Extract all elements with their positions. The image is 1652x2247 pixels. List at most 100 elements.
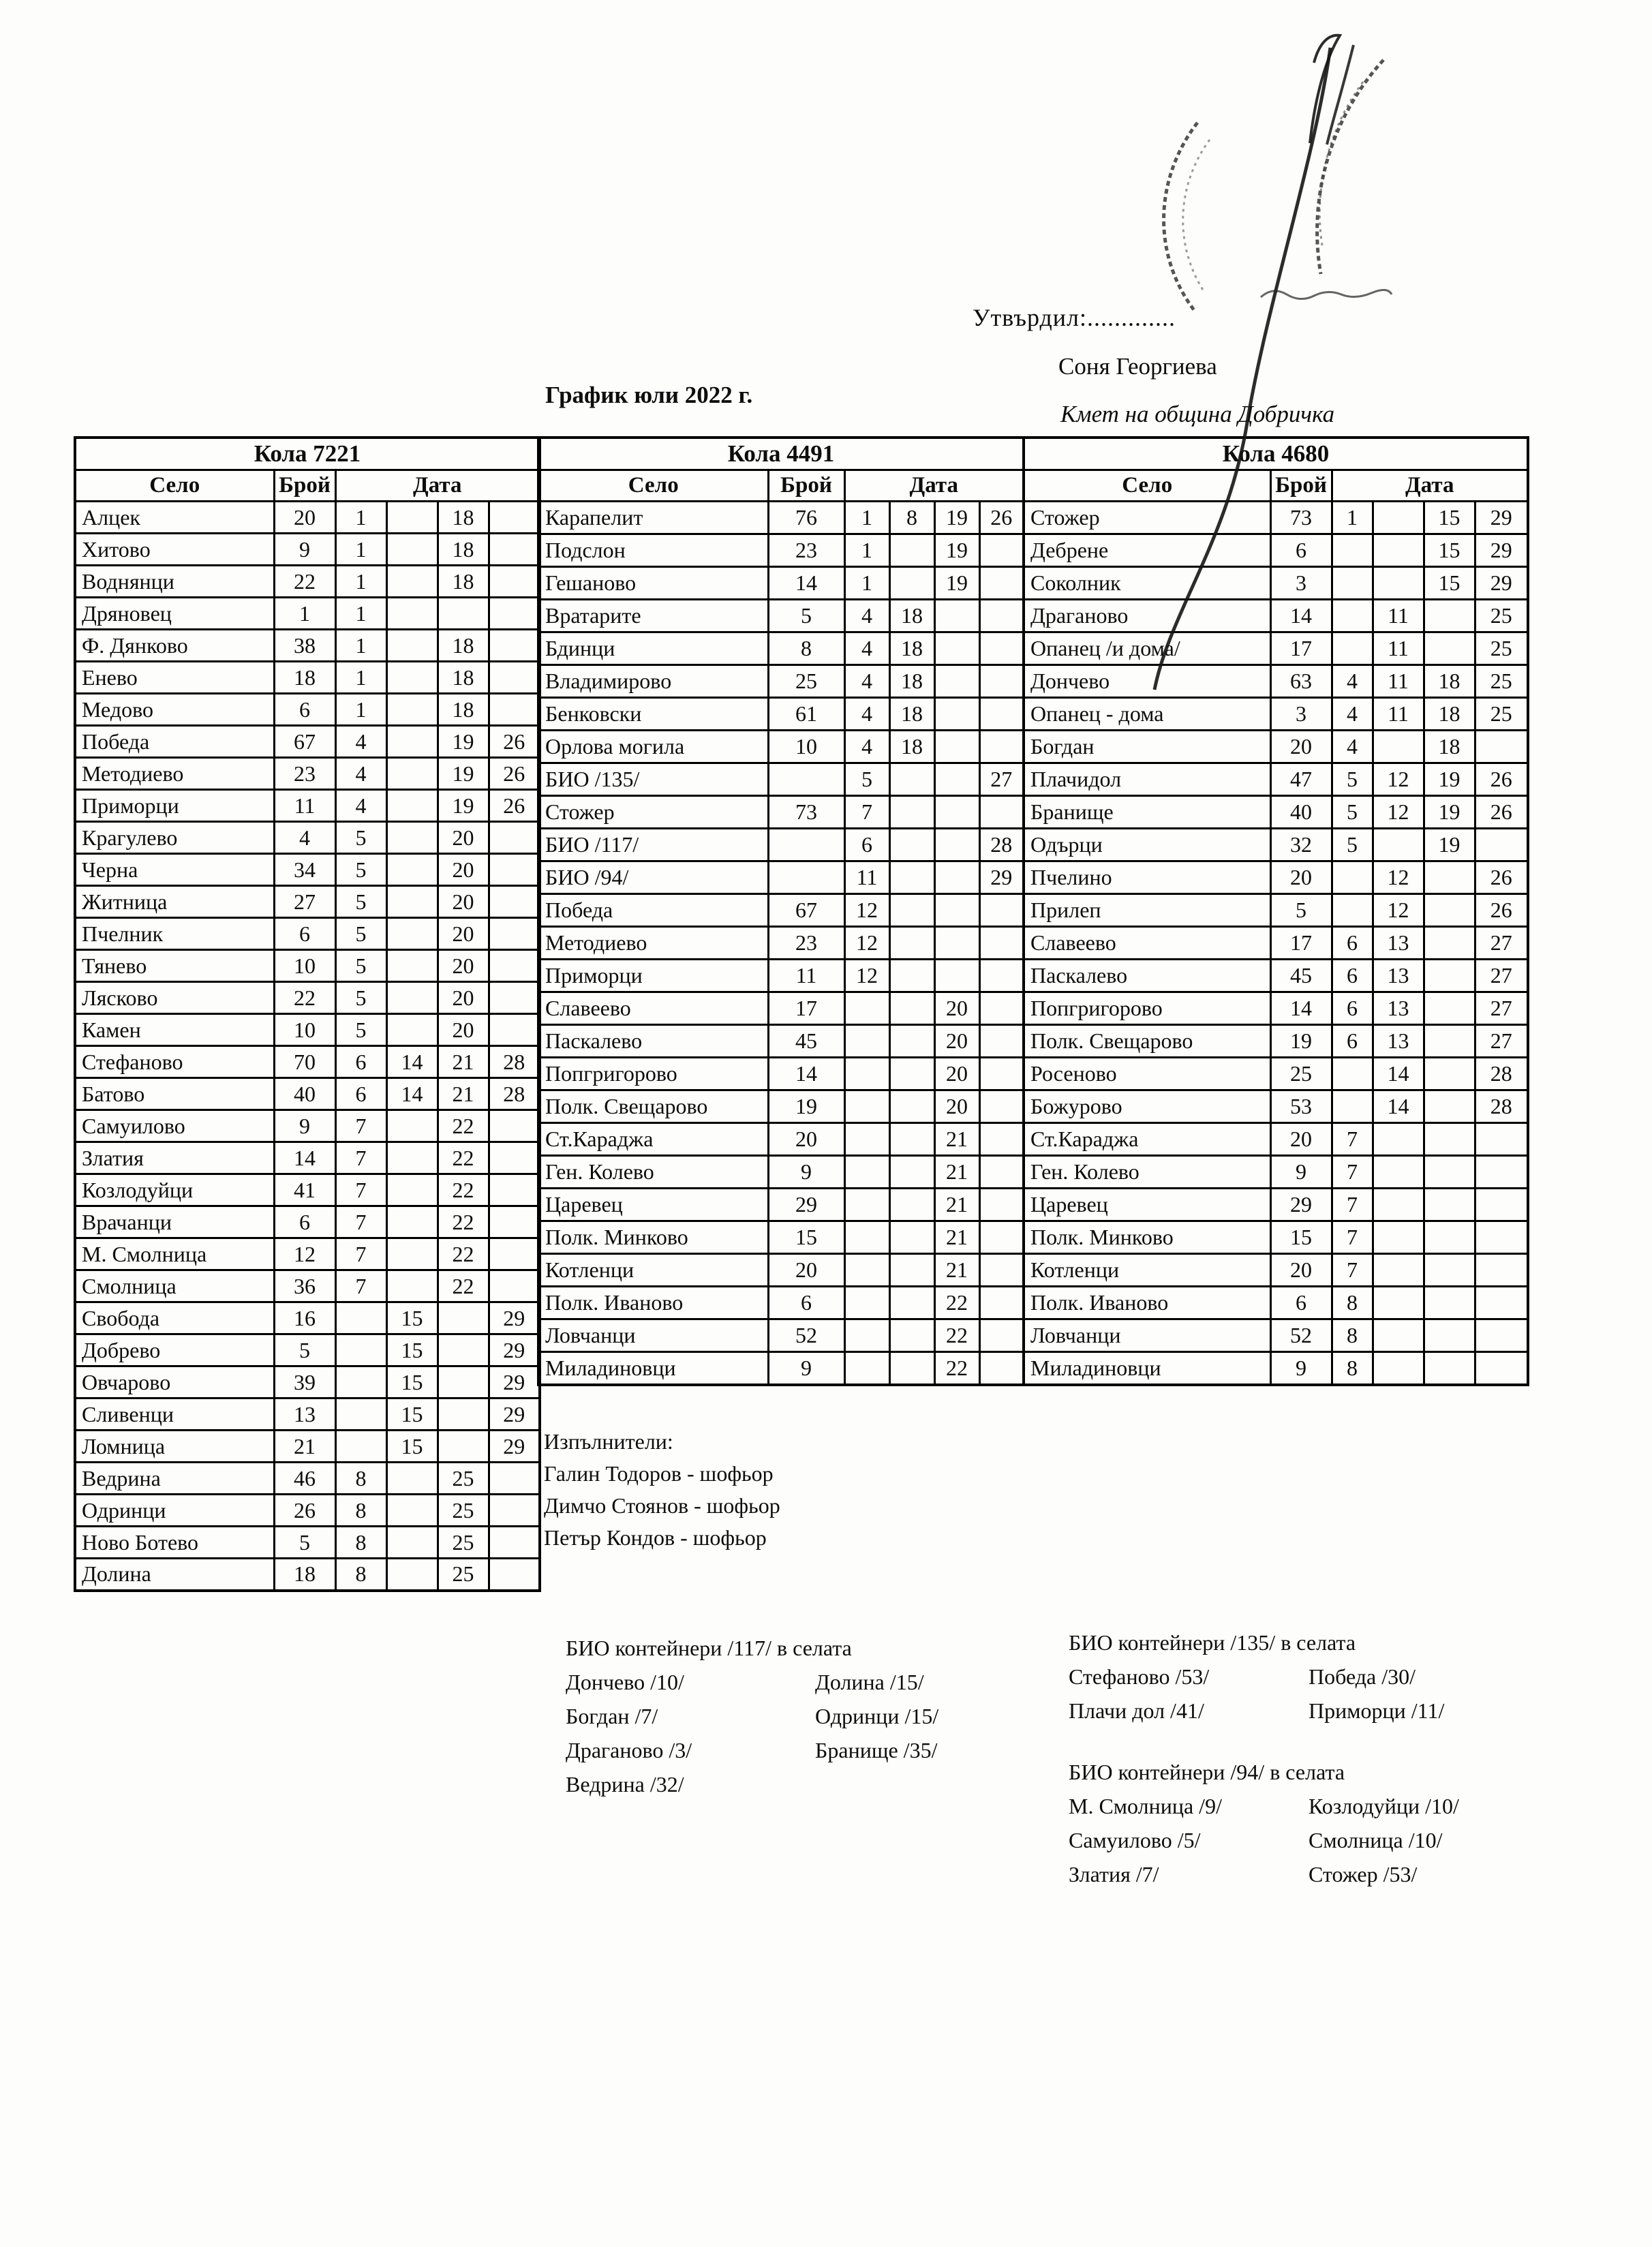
table-row: Бдинци 8 4 18 [537,631,1025,666]
table-row: Бранище 40 5 12 19 26 [1022,795,1529,829]
village-cell: БИО /135/ [537,762,769,797]
count-cell: 73 [1269,500,1333,535]
date-cell [487,1461,541,1495]
village-cell: Полк. Свещарово [537,1089,769,1124]
date-cell: 25 [436,1557,490,1591]
table-row: Дебрене 6 15 29 [1022,533,1529,568]
village-cell: Воднянци [74,564,275,598]
table-row: Дончево 63 4 11 18 25 [1022,664,1529,699]
date-cell: 26 [487,789,541,823]
table-row: Ведрина 46 8 25 [74,1461,541,1495]
date-cell: 21 [933,1220,981,1255]
village-cell: Енево [74,660,275,694]
village-cell: Методиево [537,926,769,960]
table-row: Царевец 29 21 [537,1187,1025,1222]
date-cell [978,991,1025,1026]
village-cell: Врачанци [74,1205,275,1239]
date-cell [843,1089,891,1124]
date-cell: 25 [1473,631,1529,666]
count-cell: 20 [767,1122,846,1157]
date-cell: 13 [1371,926,1425,960]
village-cell: Прилеп [1022,893,1272,928]
count-cell: 40 [273,1077,337,1111]
date-cell: 1 [334,596,388,630]
bio-item: Козлодуйци /10/ [1309,1794,1459,1818]
date-cell [487,628,541,662]
date-cell: 21 [933,1122,981,1157]
date-cell: 14 [1371,1056,1425,1091]
date-cell: 4 [843,729,891,764]
table-row: Врачанци 6 7 22 [74,1205,541,1239]
date-cell [436,1333,490,1367]
count-cell: 76 [767,500,846,535]
schedule-table-4680: Кола 4680 Село Брой Дата Стожер 73 1 15 29 Дебрен… [1022,436,1530,1386]
village-cell: Славеево [537,991,769,1026]
count-cell: 20 [1269,729,1333,764]
village-cell: Златия [74,1141,275,1175]
date-cell [334,1429,388,1463]
date-cell [1371,500,1425,535]
date-cell: 22 [436,1205,490,1239]
village-cell: Победа [74,724,275,759]
date-cell [1473,1253,1529,1287]
date-cell: 29 [1473,533,1529,568]
date-cell: 29 [487,1365,541,1399]
date-cell [1422,1318,1476,1353]
bio-section-heading: БИО контейнери /117/ в селата [566,1636,852,1660]
village-cell: Полк. Иваново [537,1285,769,1320]
date-cell: 4 [843,697,891,731]
col-count-header: Брой [1269,469,1333,502]
executors-list: Галин Тодоров - шофьор Димчо Стоянов - шо… [544,1458,780,1554]
table-row: Подслон 23 1 19 [537,533,1025,568]
date-cell: 5 [1330,795,1374,829]
table-row: Полк. Свещарово 19 6 13 27 [1022,1024,1529,1058]
bio-left-column: Стефаново /53/Плачи дол /41/ [1069,1660,1309,1728]
date-cell: 18 [436,628,490,662]
date-cell: 5 [334,853,388,887]
bio-item: Стефаново /53/ [1069,1664,1210,1689]
table-row: Пчелино 20 12 26 [1022,860,1529,895]
village-cell: Методиево [74,756,275,791]
table-row: Плачидол 47 5 12 19 26 [1022,762,1529,797]
village-cell: Ведрина [74,1461,275,1495]
village-cell: Соколник [1022,566,1272,600]
date-cell: 11 [1371,598,1425,633]
date-cell [487,596,541,630]
date-cell: 14 [1371,1089,1425,1124]
bio-item: Бранище /35/ [815,1738,938,1762]
count-cell: 15 [1269,1220,1333,1255]
count-cell [767,860,846,895]
date-cell [843,1155,891,1189]
date-cell: 20 [436,1013,490,1047]
date-cell: 20 [436,885,490,919]
village-cell: Миладиновци [537,1351,769,1386]
table-row: БИО /135/5 27 [537,762,1025,797]
date-cell [385,564,439,598]
date-cell: 13 [1371,1024,1425,1058]
count-cell: 5 [767,598,846,633]
table-row: Полк. Иваново 6 22 [537,1285,1025,1320]
table-row: Драганово 14 11 25 [1022,598,1529,633]
date-cell: 26 [487,724,541,759]
date-cell: 4 [1330,697,1374,731]
date-cell [487,564,541,598]
date-cell [888,1187,936,1222]
bio-right-column: Победа /30/Приморци /11/ [1309,1660,1444,1728]
date-cell: 7 [1330,1253,1374,1287]
date-cell: 19 [933,533,981,568]
date-cell: 22 [933,1285,981,1320]
date-cell [487,660,541,694]
date-cell [978,1351,1025,1386]
count-cell: 38 [273,628,337,662]
count-cell: 6 [273,917,337,951]
car-header: Кола 7221 [74,436,541,471]
date-cell [978,958,1025,993]
date-cell [436,1397,490,1431]
date-cell [1473,1187,1529,1222]
date-cell [978,1056,1025,1091]
date-cell [933,697,981,731]
bio-section: БИО контейнери /117/ в селата Дончево /10… [566,1631,938,1801]
date-cell [1371,533,1425,568]
date-cell [888,1318,936,1353]
date-cell [487,692,541,727]
